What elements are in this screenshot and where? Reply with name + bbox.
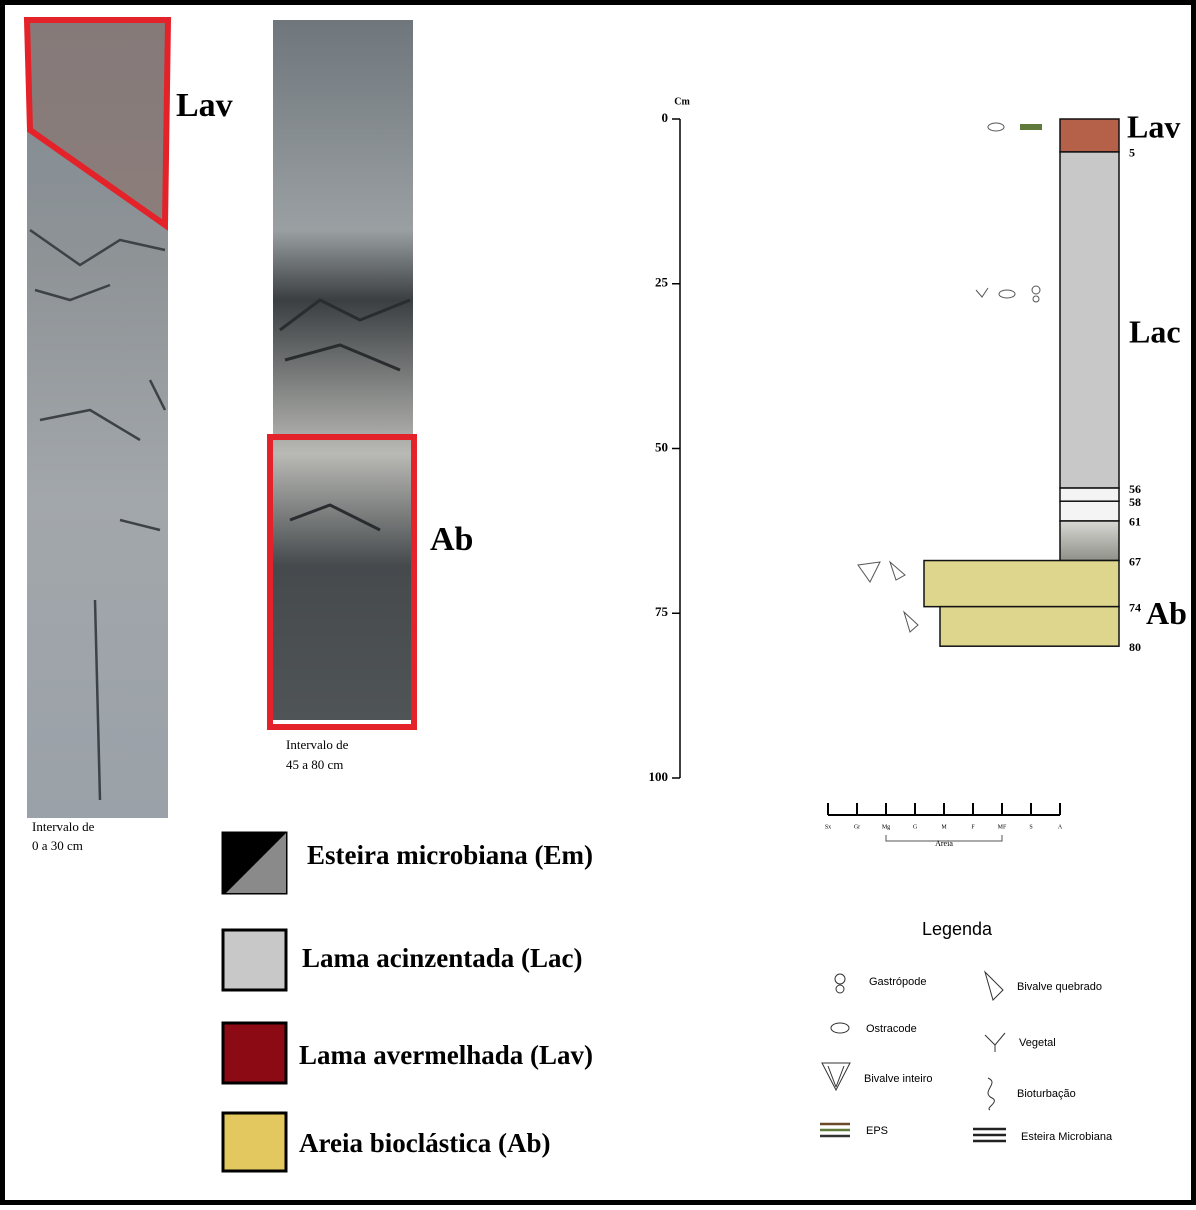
caption: Intervalo de [286,737,349,752]
legend-item: Bioturbação [1017,1088,1076,1100]
caption: 45 a 80 cm [286,757,343,772]
grain-label: G [913,824,918,830]
grain-label: S [1029,824,1032,830]
swatch [223,930,286,990]
tick-label: 25 [655,275,669,290]
legend-label: Areia bioclástica (Ab) [299,1128,550,1158]
legend-item: Ostracode [866,1023,917,1035]
depth-label: 67 [1129,554,1141,568]
tick-label: 0 [662,110,669,125]
legend-item: Vegetal [1019,1037,1056,1049]
grain-label: MF [998,824,1007,830]
depth-label: 80 [1129,640,1141,654]
legend-label: Esteira microbiana (Em) [307,840,593,870]
grain-group: Areia [935,839,953,848]
tick-label: 50 [655,439,668,454]
layer [1060,152,1119,488]
unit-label: Ab [1146,595,1187,631]
eps [1020,124,1042,130]
legend-title: Legenda [922,919,993,939]
layer [1060,488,1119,501]
depth-label: 56 [1129,482,1141,496]
depth-label: 58 [1129,495,1141,509]
grain-label: Mg [882,824,890,830]
legend-item: EPS [866,1125,888,1137]
legend-item: Gastrópode [869,976,926,988]
legend-item: Bivalve quebrado [1017,981,1102,993]
layer [1060,501,1119,521]
layer [924,561,1119,607]
layer [1060,119,1119,152]
depth-label: 61 [1129,515,1141,529]
legend-label: Lama avermelhada (Lav) [299,1040,593,1070]
core-label: Ab [430,521,473,558]
grain-label: A [1058,824,1063,830]
unit-label: Lav [1127,108,1180,144]
depth-label: 5 [1129,146,1135,160]
grain-label: Sx [825,824,831,830]
legend-item: Bivalve inteiro [864,1073,932,1085]
layer [940,607,1119,647]
grain-label: Gr [854,824,860,830]
caption: Intervalo de [32,819,95,834]
depth-label: 74 [1129,600,1141,614]
layer [1060,521,1119,561]
tick-label: 100 [649,769,669,784]
swatch [223,1023,286,1083]
swatch [223,1113,286,1171]
core-label: Lav [176,87,233,124]
legend-label: Lama acinzentada (Lac) [302,943,582,973]
core-photo [273,20,413,720]
legend-item: Esteira Microbiana [1021,1131,1113,1143]
unit-label: Lac [1129,313,1181,349]
figure: Lav Ab Intervalo de 0 a 30 cm Intervalo … [0,0,1196,1205]
grain-label: M [941,824,947,830]
caption: 0 a 30 cm [32,838,83,853]
tick-label: 75 [655,604,669,619]
axis-title: Cm [674,96,690,107]
